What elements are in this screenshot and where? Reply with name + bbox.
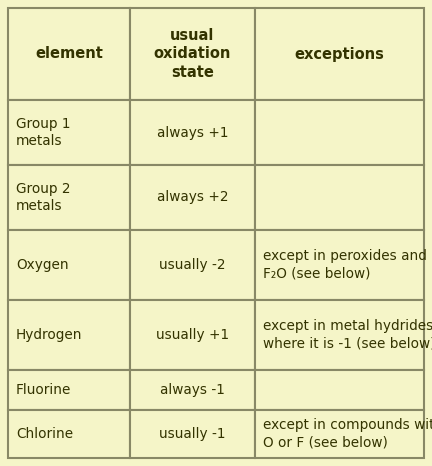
- Text: always +2: always +2: [157, 191, 228, 205]
- Text: always -1: always -1: [160, 383, 225, 397]
- Text: except in metal hydrides
where it is -1 (see below): except in metal hydrides where it is -1 …: [263, 319, 432, 350]
- Bar: [255, 230, 424, 300]
- Bar: [130, 230, 255, 300]
- Bar: [130, 300, 255, 370]
- Bar: [130, 8, 255, 100]
- Text: Chlorine: Chlorine: [16, 427, 73, 441]
- Text: Hydrogen: Hydrogen: [16, 328, 83, 342]
- Bar: [255, 370, 424, 410]
- Text: Group 2
metals: Group 2 metals: [16, 182, 70, 213]
- Bar: [255, 410, 424, 458]
- Bar: [8, 100, 130, 165]
- Text: usual
oxidation
state: usual oxidation state: [154, 28, 231, 80]
- Bar: [8, 165, 130, 230]
- Bar: [8, 300, 130, 370]
- Bar: [130, 165, 255, 230]
- Text: Group 1
metals: Group 1 metals: [16, 117, 70, 148]
- Text: element: element: [35, 47, 103, 62]
- Bar: [255, 8, 424, 100]
- Bar: [255, 165, 424, 230]
- Bar: [255, 300, 424, 370]
- Bar: [8, 370, 130, 410]
- Bar: [8, 410, 130, 458]
- Text: usually +1: usually +1: [156, 328, 229, 342]
- Bar: [255, 100, 424, 165]
- Text: except in compounds with
O or F (see below): except in compounds with O or F (see bel…: [263, 418, 432, 450]
- Bar: [8, 230, 130, 300]
- Text: exceptions: exceptions: [295, 47, 384, 62]
- Bar: [130, 370, 255, 410]
- Text: Fluorine: Fluorine: [16, 383, 71, 397]
- Bar: [8, 8, 130, 100]
- Text: usually -2: usually -2: [159, 258, 226, 272]
- Text: always +1: always +1: [157, 125, 228, 139]
- Text: except in peroxides and
F₂O (see below): except in peroxides and F₂O (see below): [263, 249, 427, 281]
- Text: usually -1: usually -1: [159, 427, 226, 441]
- Bar: [130, 100, 255, 165]
- Bar: [130, 410, 255, 458]
- Text: Oxygen: Oxygen: [16, 258, 69, 272]
